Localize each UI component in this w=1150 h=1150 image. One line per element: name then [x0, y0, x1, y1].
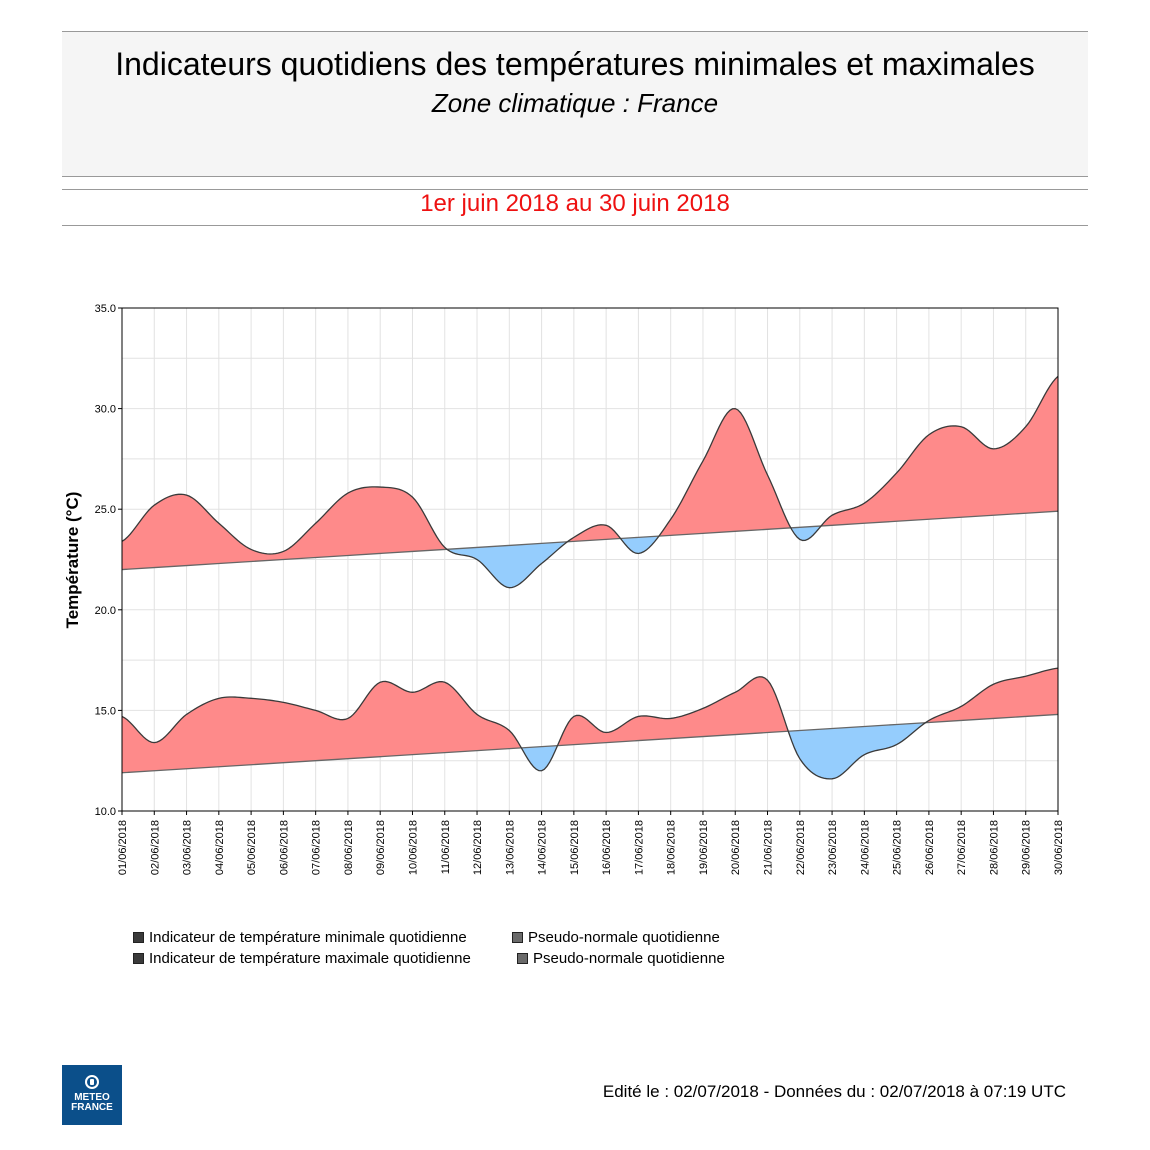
- x-tick-label: 24/06/2018: [859, 820, 871, 875]
- divider: [62, 225, 1088, 226]
- tmax-fill-above: [567, 524, 621, 542]
- x-tick-label: 04/06/2018: [214, 820, 226, 875]
- x-tick-label: 15/06/2018: [569, 820, 581, 875]
- legend-label: Indicateur de température minimale quoti…: [149, 929, 467, 946]
- plot-border: [121, 307, 1059, 812]
- x-tick-label: 07/06/2018: [311, 820, 323, 875]
- tmin-indicator-line: [121, 667, 1059, 780]
- tmax-fill-below: [790, 525, 822, 541]
- temperature-chart: 10.0 15.0 20.0 25.0 30.0 35.0 01/06/2018 02/06/…: [63, 303, 1065, 875]
- tmax-fill-above: [658, 408, 791, 537]
- x-tick-label: 12/06/2018: [472, 820, 484, 875]
- tmin-fill-below: [521, 745, 558, 771]
- y-tick-label: 35.0: [95, 303, 116, 315]
- legend-item-normal-1: Pseudo-normale quotidienne: [512, 929, 720, 946]
- x-tick-label: 06/06/2018: [278, 820, 290, 875]
- x-tick-label: 02/06/2018: [149, 820, 161, 875]
- tmin-fill-above: [925, 668, 1058, 723]
- y-tick-label: 10.0: [95, 806, 116, 818]
- x-tick-label: 09/06/2018: [375, 820, 387, 875]
- y-axis-title: Température (°C): [63, 492, 82, 629]
- tmin-fill-below: [788, 722, 926, 779]
- x-tick-label: 30/06/2018: [1053, 820, 1065, 875]
- x-tick-label: 16/06/2018: [601, 820, 613, 875]
- chart-subtitle: Zone climatique : France: [431, 88, 719, 118]
- x-tick-label: 21/06/2018: [763, 820, 775, 875]
- y-tick-label: 30.0: [95, 404, 116, 416]
- legend-swatch: [133, 932, 144, 943]
- x-tick-label: 28/06/2018: [988, 820, 1000, 875]
- legend-swatch: [512, 932, 523, 943]
- tmin-fill-above: [557, 676, 789, 746]
- x-tick-label: 01/06/2018: [117, 820, 129, 875]
- legend-swatch: [133, 953, 144, 964]
- legend-label: Pseudo-normale quotidienne: [528, 929, 720, 946]
- x-tick-label: 25/06/2018: [892, 820, 904, 875]
- divider: [62, 189, 1088, 190]
- legend-swatch: [517, 953, 528, 964]
- logo-text-line1: METEO: [74, 1092, 110, 1103]
- edit-info: Edité le : 02/07/2018 - Données du : 02/…: [602, 1082, 1066, 1101]
- y-tick-label: 25.0: [95, 504, 116, 516]
- tmin-normal-line: [121, 713, 1059, 774]
- tmax-indicator-line: [121, 375, 1059, 589]
- x-tick-label: 11/06/2018: [440, 820, 452, 874]
- x-tick-label: 26/06/2018: [924, 820, 936, 875]
- x-tick-label: 22/06/2018: [795, 820, 807, 875]
- tmax-fill-below: [446, 541, 568, 588]
- x-tick-label: 29/06/2018: [1021, 820, 1033, 875]
- legend-item-normal-2: Pseudo-normale quotidienne: [517, 950, 725, 967]
- logo-emblem-icon: [85, 1075, 99, 1089]
- x-tick-label: 05/06/2018: [246, 820, 258, 875]
- tmax-normal-line: [121, 510, 1059, 571]
- x-tick-label: 23/06/2018: [827, 820, 839, 875]
- legend-label: Pseudo-normale quotidienne: [533, 950, 725, 967]
- chart-title: Indicateurs quotidiens des températures …: [115, 46, 1035, 82]
- legend-label: Indicateur de température maximale quoti…: [149, 950, 471, 967]
- meteo-france-logo: METEO FRANCE: [62, 1065, 122, 1125]
- x-tick-label: 18/06/2018: [666, 820, 678, 875]
- x-tick-label: 03/06/2018: [182, 820, 194, 875]
- y-tick-label: 15.0: [95, 705, 116, 717]
- header-panel: Indicateurs quotidiens des températures …: [62, 31, 1088, 177]
- tmin-fill-above: [122, 681, 522, 773]
- x-tick-label: 08/06/2018: [343, 820, 355, 875]
- x-tick-label: 17/06/2018: [633, 820, 645, 875]
- period-label: 1er juin 2018 au 30 juin 2018: [420, 190, 730, 217]
- y-tick-label: 20.0: [95, 605, 116, 617]
- x-tick-label: 13/06/2018: [504, 820, 516, 875]
- x-tick-label: 14/06/2018: [537, 820, 549, 875]
- legend-item-tmax: Indicateur de température maximale quoti…: [133, 950, 471, 967]
- tmax-fill-above: [821, 376, 1058, 526]
- x-tick-label: 10/06/2018: [407, 820, 419, 875]
- x-tick-label: 27/06/2018: [956, 820, 968, 875]
- legend-item-tmin: Indicateur de température minimale quoti…: [133, 929, 467, 946]
- x-tick-label: 19/06/2018: [698, 820, 710, 875]
- logo-text-line2: FRANCE: [71, 1102, 113, 1113]
- x-tick-label: 20/06/2018: [730, 820, 742, 875]
